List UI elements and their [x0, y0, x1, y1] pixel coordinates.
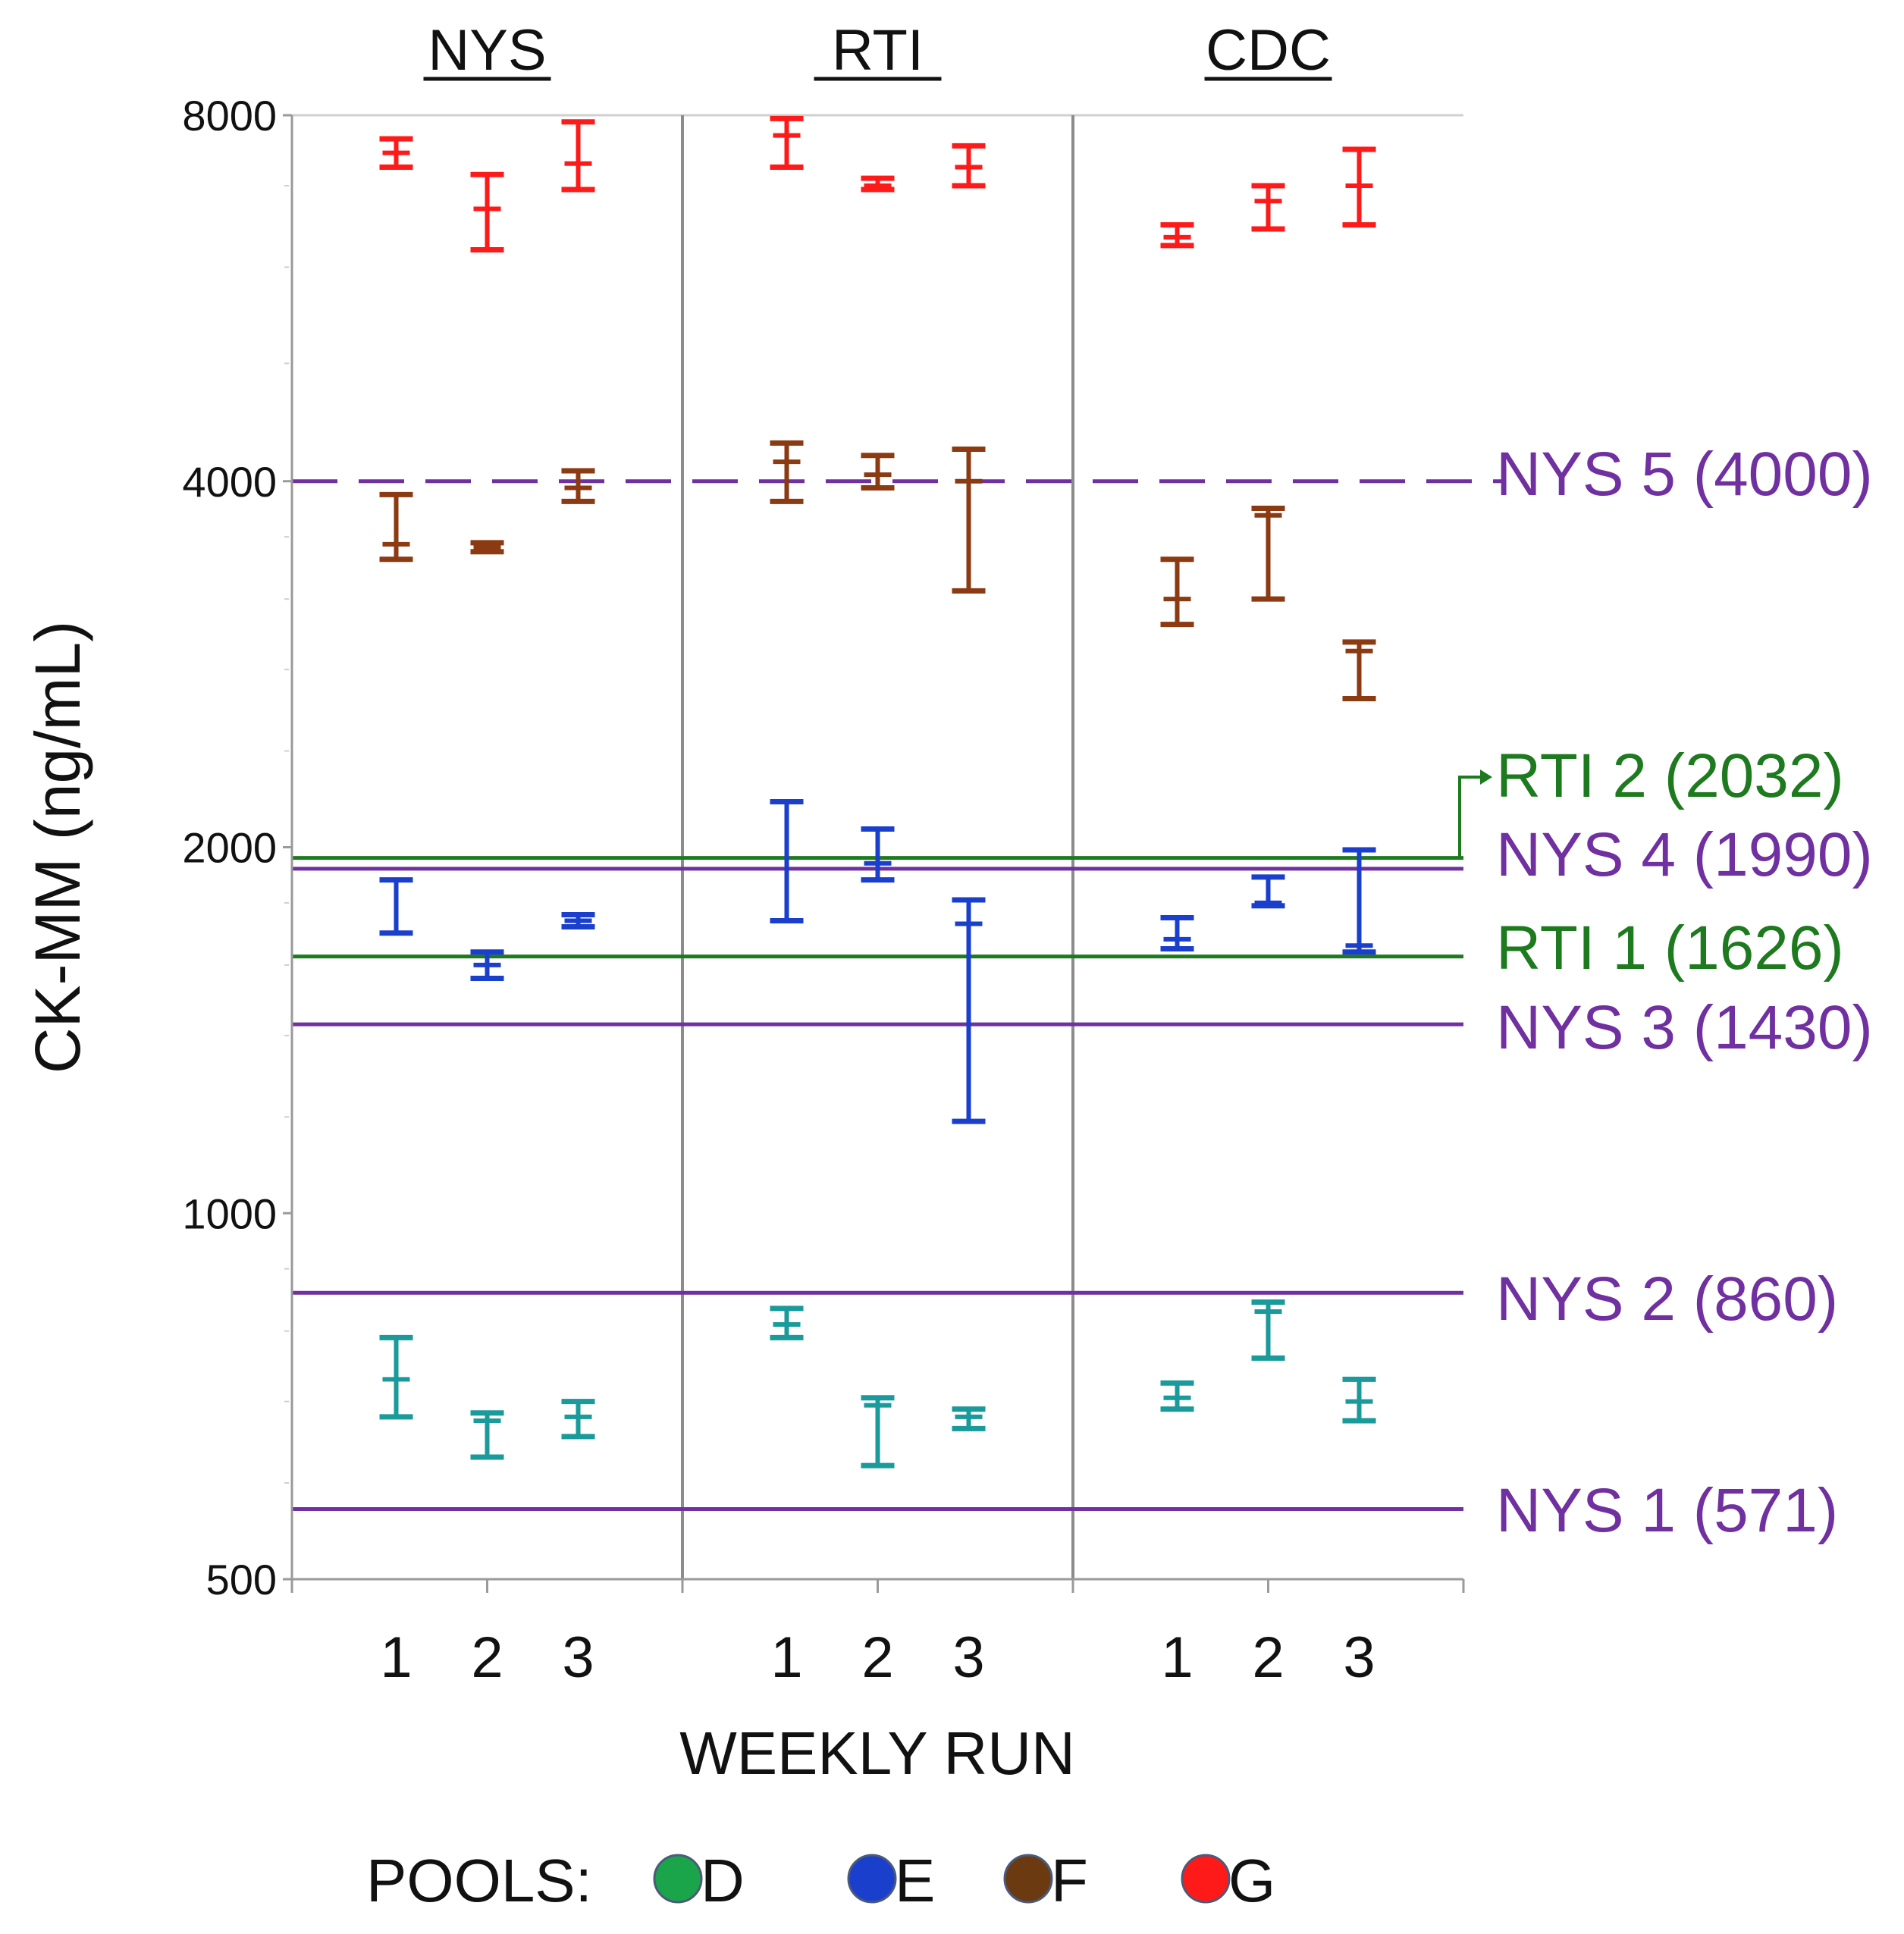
error-bar-E-CDC-1 — [1160, 914, 1194, 951]
error-bar-D-NYS-1 — [379, 1334, 413, 1420]
error-bar-E-NYS-2 — [470, 949, 504, 982]
legend-label-D: D — [701, 1847, 745, 1914]
error-bar-D-RTI-3 — [952, 1406, 986, 1431]
error-bar-D-NYS-2 — [470, 1410, 504, 1460]
error-bar-G-NYS-1 — [379, 136, 413, 171]
error-bar-G-RTI-1 — [770, 115, 804, 171]
run-tick-label: 2 — [861, 1625, 893, 1690]
y-axis-title: CK-MM (ng/mL) — [22, 621, 93, 1074]
run-tick-label: 1 — [380, 1625, 412, 1690]
legend-marker-F — [1003, 1854, 1053, 1904]
legend-title: POOLS: — [366, 1847, 592, 1914]
group-label: CDC — [1206, 18, 1331, 83]
error-bar-F-RTI-3 — [952, 447, 986, 594]
error-bar-G-RTI-3 — [952, 143, 986, 189]
run-tick-label: 1 — [1161, 1625, 1193, 1690]
error-bar-E-NYS-3 — [561, 912, 595, 930]
error-bar-G-CDC-2 — [1251, 183, 1285, 232]
error-bar-E-CDC-2 — [1251, 874, 1285, 909]
x-axis-title: WEEKLY RUN — [679, 1719, 1075, 1787]
group-label: NYS — [428, 18, 546, 83]
error-bar-F-NYS-1 — [379, 491, 413, 563]
axes — [283, 114, 1465, 1593]
reference-line-label: RTI 1 (1626) — [1496, 914, 1844, 983]
error-bars — [379, 115, 1376, 1469]
error-bar-D-NYS-3 — [561, 1399, 595, 1440]
reference-lines — [292, 479, 1505, 1512]
y-tick-label: 8000 — [182, 92, 277, 139]
error-bar-G-NYS-3 — [561, 119, 595, 193]
run-tick-label: 3 — [1343, 1625, 1375, 1690]
legend-marker-E — [847, 1854, 897, 1904]
error-bar-G-NYS-2 — [470, 171, 504, 253]
error-bar-F-NYS-2 — [470, 540, 504, 555]
error-bar-E-CDC-3 — [1342, 847, 1376, 955]
group-label: RTI — [832, 18, 924, 83]
error-bar-E-RTI-2 — [861, 826, 895, 883]
error-bar-D-RTI-1 — [770, 1306, 804, 1340]
error-bar-F-RTI-1 — [770, 440, 804, 504]
error-bar-F-CDC-2 — [1251, 505, 1285, 602]
y-tick-label: 2000 — [182, 824, 277, 872]
error-bar-G-RTI-2 — [861, 175, 895, 193]
error-bar-D-CDC-2 — [1251, 1299, 1285, 1361]
error-bar-D-RTI-2 — [861, 1395, 895, 1469]
run-tick-label: 1 — [770, 1625, 802, 1690]
legend-label-F: F — [1051, 1847, 1088, 1914]
grid-layer — [292, 114, 1463, 1579]
run-tick-label: 3 — [562, 1625, 594, 1690]
error-bar-G-CDC-3 — [1342, 146, 1376, 228]
legend-marker-D — [653, 1854, 703, 1904]
error-bar-F-NYS-3 — [561, 468, 595, 504]
y-tick-label: 1000 — [182, 1190, 277, 1237]
reference-line-label: NYS 2 (860) — [1496, 1265, 1838, 1334]
error-bar-E-RTI-3 — [952, 897, 986, 1124]
reference-line-label: NYS 3 (1430) — [1496, 993, 1873, 1062]
reference-line-label: RTI 2 (2032) — [1496, 741, 1844, 810]
run-tick-label: 3 — [952, 1625, 984, 1690]
legend-label-G: G — [1228, 1847, 1275, 1914]
reference-arrow-head — [1480, 770, 1492, 785]
y-tick-label: 500 — [206, 1556, 277, 1603]
error-bar-E-RTI-1 — [770, 798, 804, 923]
error-bar-D-CDC-3 — [1342, 1376, 1376, 1424]
run-tick-label: 2 — [1252, 1625, 1284, 1690]
reference-line-label: NYS 4 (1990) — [1496, 820, 1873, 889]
reference-line-label: NYS 1 (571) — [1496, 1476, 1838, 1545]
error-bar-G-CDC-1 — [1160, 222, 1194, 249]
error-bar-F-RTI-2 — [861, 453, 895, 491]
reference-line-label: NYS 5 (4000) — [1496, 440, 1873, 509]
error-bar-E-NYS-1 — [379, 877, 413, 936]
reference-arrow-line — [1458, 776, 1482, 860]
legend-label-E: E — [895, 1847, 935, 1914]
legend-marker-G — [1181, 1854, 1231, 1904]
run-tick-label: 2 — [471, 1625, 503, 1690]
error-bar-F-CDC-1 — [1160, 556, 1194, 628]
y-tick-label: 4000 — [182, 458, 277, 506]
error-bar-F-CDC-3 — [1342, 639, 1376, 702]
error-bar-D-CDC-1 — [1160, 1380, 1194, 1412]
